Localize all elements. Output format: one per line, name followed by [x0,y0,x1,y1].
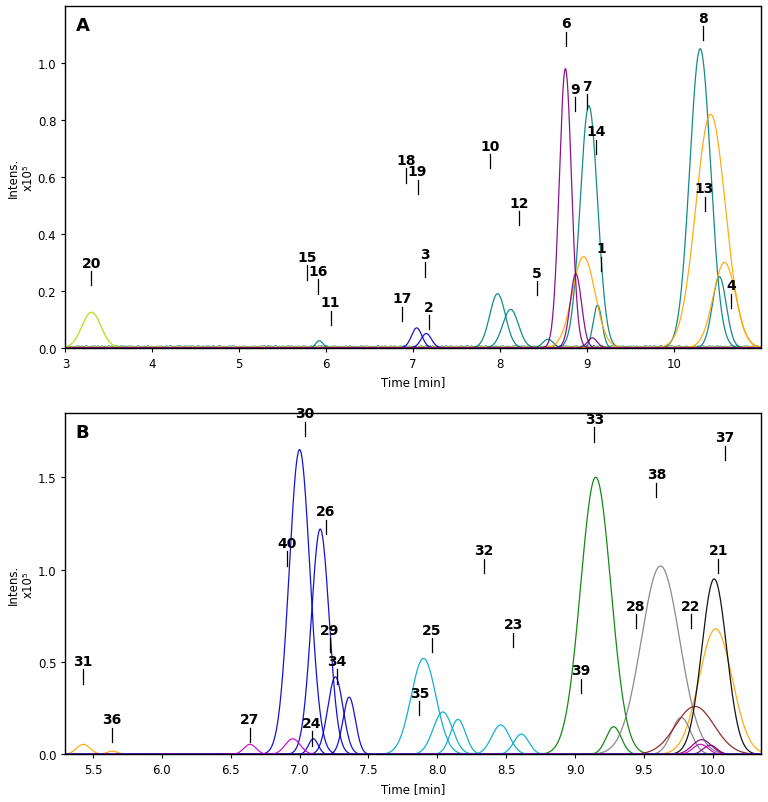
Text: 9: 9 [570,83,580,96]
Text: 17: 17 [392,292,412,306]
Text: 21: 21 [709,544,728,557]
Text: 5: 5 [531,266,541,280]
Text: 35: 35 [409,686,429,699]
Text: 12: 12 [509,196,529,210]
Text: 16: 16 [309,265,328,279]
Text: 19: 19 [408,165,427,179]
Text: 22: 22 [681,599,700,613]
Text: 8: 8 [698,11,707,26]
Text: 11: 11 [321,296,340,310]
Text: 1: 1 [596,242,606,256]
Text: 28: 28 [626,599,645,613]
Text: 13: 13 [695,182,714,196]
Text: 3: 3 [421,248,430,261]
Text: 26: 26 [316,504,336,519]
Text: 32: 32 [475,544,494,557]
Text: 27: 27 [240,712,260,727]
Text: 31: 31 [74,654,93,668]
Text: 20: 20 [81,256,101,270]
Y-axis label: Intens.
x10⁵: Intens. x10⁵ [7,157,35,198]
Text: A: A [76,17,90,35]
Text: 24: 24 [303,716,322,730]
X-axis label: Time [min]: Time [min] [381,376,445,389]
Text: B: B [76,423,89,441]
Text: 25: 25 [422,623,442,637]
Text: 33: 33 [584,412,604,427]
Y-axis label: Intens.
x10⁵: Intens. x10⁵ [7,564,35,604]
Text: 4: 4 [727,279,737,293]
Text: 40: 40 [277,537,297,550]
Text: 37: 37 [716,431,735,445]
Text: 39: 39 [571,663,591,678]
Text: 23: 23 [503,618,523,631]
Text: 38: 38 [647,468,666,482]
Text: 10: 10 [480,140,499,153]
Text: 6: 6 [561,17,571,31]
X-axis label: Time [min]: Time [min] [381,782,445,795]
Text: 14: 14 [586,125,606,140]
Text: 34: 34 [327,654,346,668]
Text: 30: 30 [296,407,315,421]
Text: 18: 18 [396,154,416,168]
Text: 15: 15 [297,250,317,265]
Text: 29: 29 [320,623,339,637]
Text: 7: 7 [582,79,592,94]
Text: 36: 36 [103,712,122,727]
Text: 2: 2 [424,300,434,314]
